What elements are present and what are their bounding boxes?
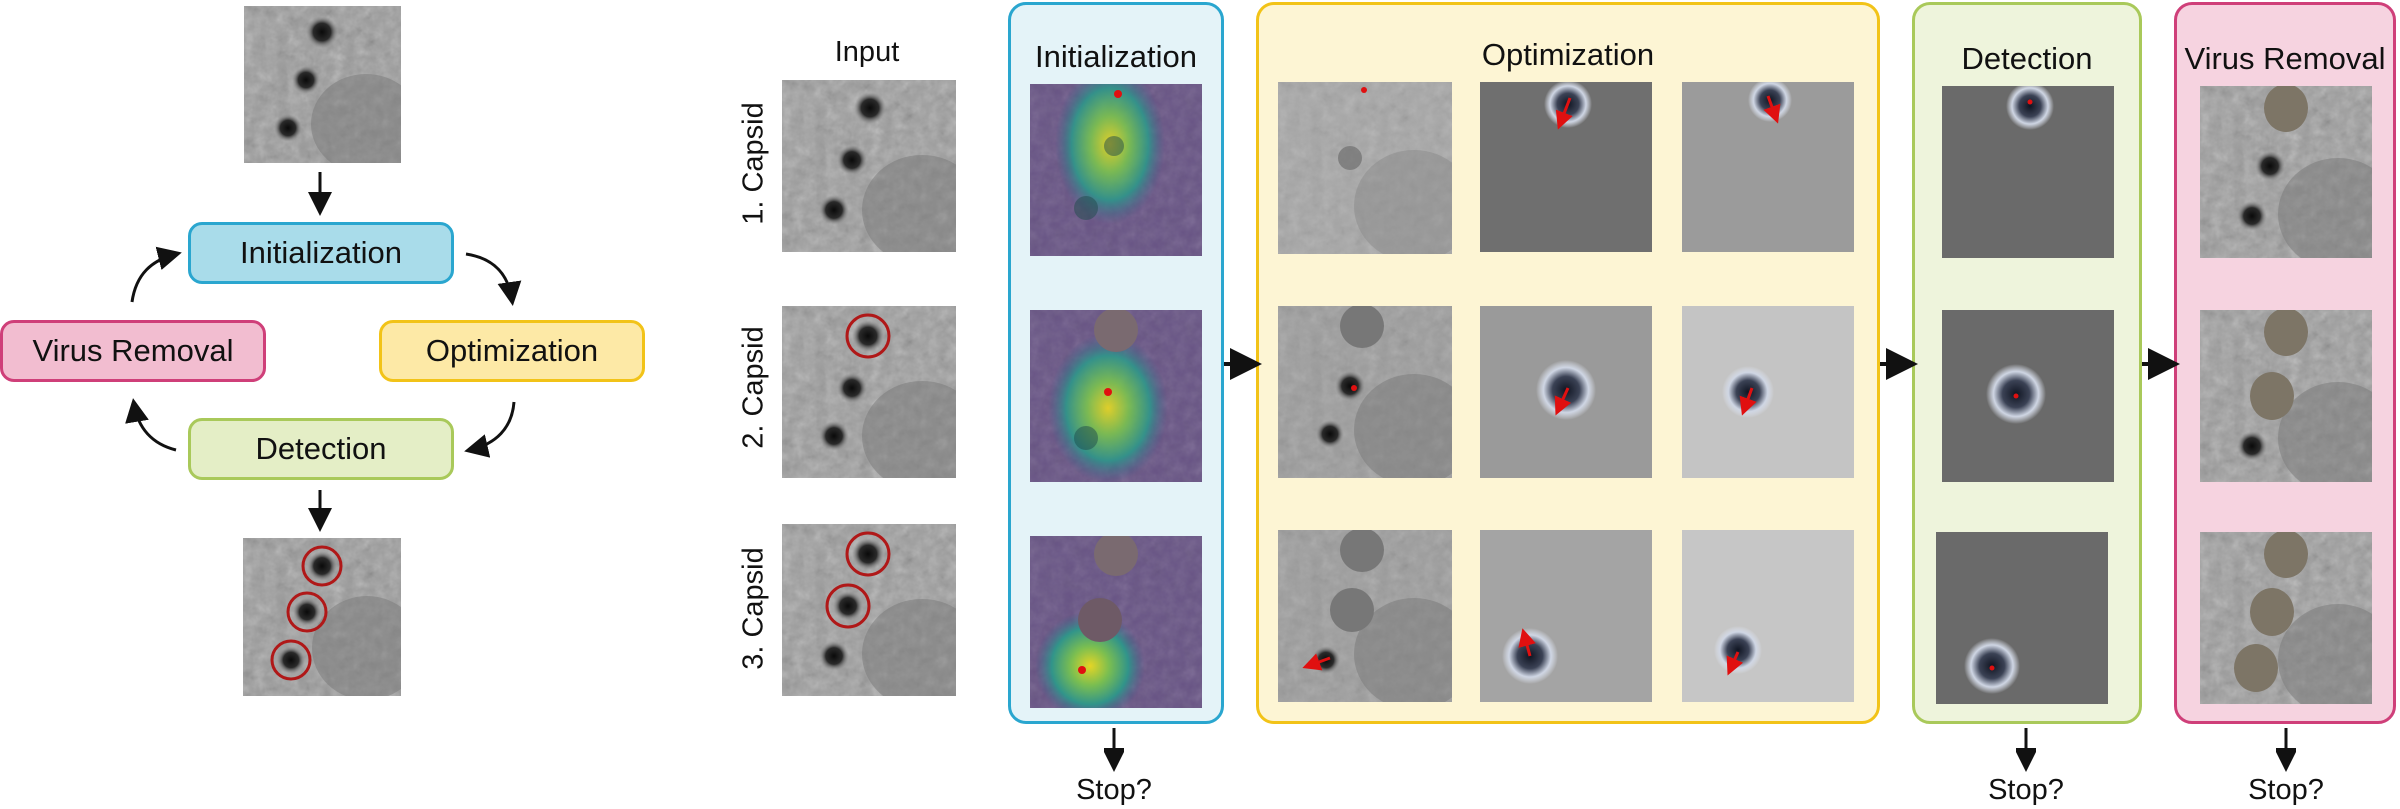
removal-image-capsid-3	[2200, 532, 2372, 704]
opt-crop-b-capsid-1	[1682, 82, 1854, 252]
opt-crop-a-capsid-2	[1480, 306, 1652, 478]
input-column-title: Input	[834, 36, 900, 68]
heatmap-capsid-3	[1030, 536, 1202, 708]
stop-arrow-removal	[2276, 728, 2296, 772]
removal-image-capsid-2	[2200, 310, 2372, 482]
stop-arrow-init	[1104, 728, 1124, 772]
input-image-capsid-3	[782, 524, 956, 696]
result-micrograph-thumbnail	[243, 538, 401, 696]
initialization-title: Initialization	[1035, 39, 1197, 74]
opt-crop-a-capsid-3	[1480, 530, 1652, 702]
heatmap-capsid-2	[1030, 310, 1202, 482]
cycle-removal-box: Virus Removal	[0, 320, 266, 382]
input-image-capsid-2	[782, 306, 956, 478]
cycle-detection-label: Detection	[255, 431, 387, 466]
cycle-optimization-label: Optimization	[425, 333, 599, 368]
input-micrograph-thumbnail	[244, 6, 401, 163]
opt-crop-b-capsid-3	[1682, 530, 1854, 702]
opt-context-capsid-2	[1278, 306, 1452, 478]
cycle-optimization-box: Optimization	[379, 320, 645, 382]
input-image-capsid-1	[782, 80, 956, 252]
cycle-detection-box: Detection	[188, 418, 454, 480]
opt-crop-a-capsid-1	[1480, 82, 1652, 252]
cycle-removal-label: Virus Removal	[32, 333, 234, 368]
stop-label-detection: Stop?	[1988, 774, 2064, 806]
optimization-title: Optimization	[1481, 37, 1655, 72]
heatmap-capsid-1	[1030, 84, 1202, 256]
opt-crop-b-capsid-2	[1682, 306, 1854, 478]
cycle-initialization-box: Initialization	[188, 222, 454, 284]
stop-arrow-detection	[2016, 728, 2036, 772]
detection-crop-capsid-3	[1936, 532, 2108, 704]
detection-crop-capsid-2	[1942, 310, 2114, 482]
opt-context-capsid-3	[1278, 530, 1452, 702]
cycle-initialization-label: Initialization	[240, 235, 402, 270]
cycle-arrows	[125, 172, 522, 532]
stop-label-init: Stop?	[1076, 774, 1152, 806]
opt-context-capsid-1	[1278, 82, 1452, 254]
detection-title: Detection	[1961, 41, 2093, 76]
stop-label-removal: Stop?	[2248, 774, 2324, 806]
removal-image-capsid-1	[2200, 86, 2372, 258]
virus-removal-title: Virus Removal	[2184, 41, 2386, 76]
detection-crop-capsid-1	[1942, 86, 2114, 258]
